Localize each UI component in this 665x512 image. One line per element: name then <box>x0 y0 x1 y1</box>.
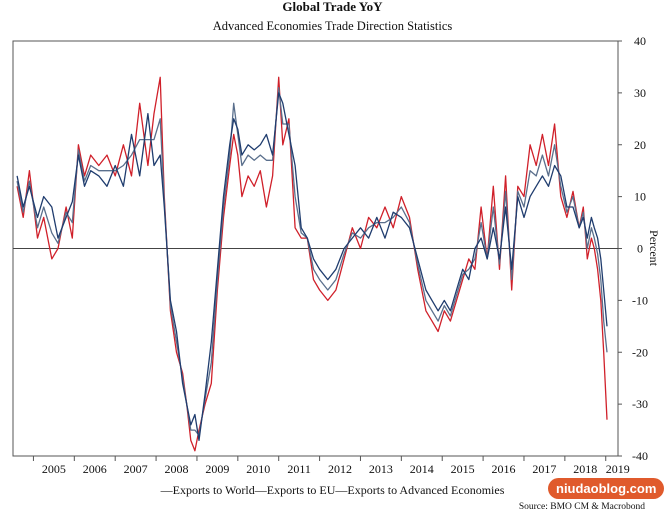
x-tick-label: 2015 <box>451 462 475 476</box>
x-tick-label: 2008 <box>165 462 189 476</box>
x-tick-label: 2018 <box>573 462 597 476</box>
chart-title: Global Trade YoY <box>282 0 383 14</box>
chart-subtitle: Advanced Economies Trade Direction Stati… <box>212 19 453 33</box>
x-tick-label: 2005 <box>42 462 66 476</box>
x-tick-label: 2009 <box>205 462 229 476</box>
x-tick-label: 2016 <box>492 462 516 476</box>
source-note: Source: BMO CM & Macrobond <box>518 502 645 512</box>
x-tick-label: 2013 <box>369 462 393 476</box>
y-axis-label: Percent <box>647 230 661 267</box>
y-tick-label: -20 <box>632 345 648 359</box>
x-tick-label: 2010 <box>246 462 270 476</box>
series-line-exports-to-world <box>16 92 608 442</box>
y-tick-label: 0 <box>637 242 643 256</box>
y-tick-label: 10 <box>634 190 646 204</box>
y-tick-label: 40 <box>634 34 646 48</box>
x-tick-label: 2017 <box>532 462 556 476</box>
legend: —Exports to World—Exports to EU—Exports … <box>160 483 505 497</box>
series-line-exports-to-eu <box>16 76 608 452</box>
x-tick-label: 2014 <box>410 462 434 476</box>
x-tick-label: 2007 <box>124 462 148 476</box>
x-tick-label: 2012 <box>328 462 352 476</box>
y-tick-label: -40 <box>632 449 648 463</box>
x-tick-label: 2011 <box>287 462 311 476</box>
watermark: niudaoblog.com <box>548 478 665 499</box>
x-tick-label: 2019 <box>606 462 630 476</box>
series-line-exports-to-advanced-economies <box>16 87 608 436</box>
y-tick-label: 20 <box>634 138 646 152</box>
y-tick-label: -10 <box>632 293 648 307</box>
x-tick-label: 2006 <box>83 462 107 476</box>
y-tick-label: -30 <box>632 397 648 411</box>
y-tick-label: 30 <box>634 86 646 100</box>
